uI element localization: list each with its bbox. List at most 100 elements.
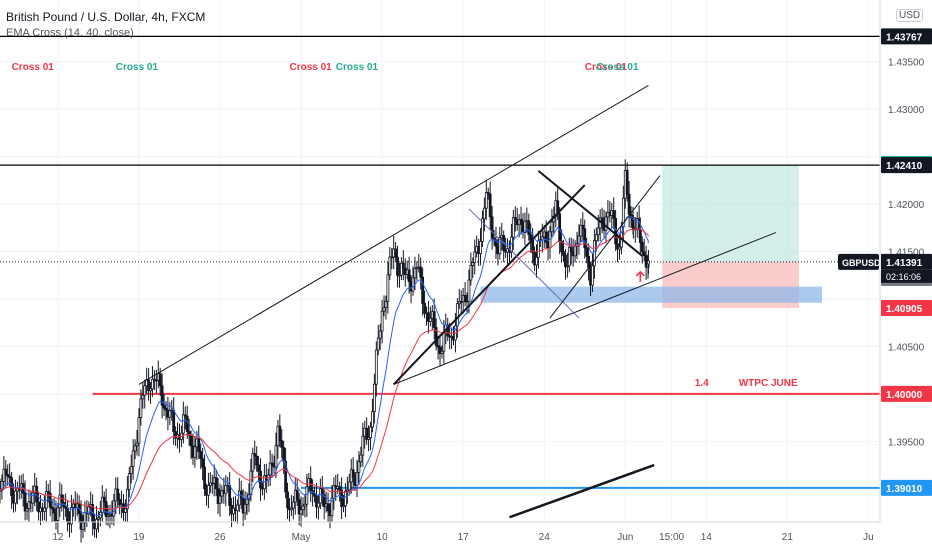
candle-body	[313, 493, 316, 497]
candle-body	[378, 330, 382, 339]
symbol-tag: GBPUSD	[842, 258, 881, 268]
candle-body	[361, 435, 365, 456]
price-label-box	[881, 385, 932, 402]
cross-label: Cross 01	[116, 62, 159, 73]
candle-body	[135, 442, 139, 447]
time-tick-label: May	[292, 532, 311, 543]
candle-body	[282, 446, 286, 462]
channel-lower-line	[393, 232, 776, 385]
candle-body	[147, 379, 150, 392]
candle-body	[320, 488, 324, 496]
price-tick-label: 1.39500	[888, 437, 925, 448]
candle-body	[162, 404, 166, 409]
candle-body	[4, 468, 8, 475]
candle-body	[544, 231, 548, 243]
candle-body	[591, 265, 594, 286]
time-tick-label: Ju	[863, 532, 874, 543]
candle-body	[371, 411, 374, 428]
candle-body	[438, 346, 442, 354]
candle-body	[64, 506, 68, 509]
candle-body	[527, 220, 531, 236]
candle-body	[125, 488, 129, 510]
countdown-box	[881, 269, 932, 283]
candle-body	[295, 489, 299, 501]
candle-body	[569, 246, 573, 253]
candle-body	[616, 243, 619, 250]
currency-badge[interactable]: USD	[896, 9, 924, 22]
candle-body	[369, 426, 372, 439]
candle-body	[124, 508, 127, 513]
price-label: 1.40000	[886, 390, 923, 401]
cross-label: Cross 01	[336, 62, 379, 73]
candle-body	[270, 462, 274, 466]
candle-body	[0, 489, 2, 492]
candle-body	[274, 445, 278, 468]
candle-body	[46, 491, 50, 494]
candle-body	[251, 453, 255, 472]
candle-body	[537, 240, 540, 258]
candle-body	[164, 407, 168, 411]
candle-body	[469, 265, 473, 281]
candle-body	[423, 303, 426, 314]
candle-body	[413, 268, 417, 279]
candle-body	[612, 210, 616, 219]
candle-body	[139, 398, 143, 418]
candle-body	[224, 485, 228, 494]
price-tick-label: 1.43500	[888, 58, 925, 69]
candle-body	[338, 486, 342, 491]
candle-body	[70, 507, 73, 525]
price-label-box	[881, 157, 932, 174]
candle-body	[550, 221, 554, 233]
candle-body	[35, 485, 39, 503]
trend-line-bottom	[509, 463, 655, 519]
price-axis[interactable]: 1.43500 1.43000 1.42000 1.41500 1.40500 1.395…	[838, 0, 932, 522]
candle-body	[486, 192, 490, 195]
channel-upper-line	[138, 84, 649, 385]
candle-body	[253, 453, 257, 457]
price-label: 1.43767	[886, 32, 923, 43]
candle-body	[143, 385, 147, 396]
candle-body	[355, 472, 359, 486]
candle-body	[347, 481, 351, 491]
candle-body	[471, 262, 475, 266]
price-label-box	[881, 479, 932, 496]
candle-body	[479, 241, 482, 254]
candle-body	[581, 224, 585, 230]
time-axis[interactable]: 12 19 26 May 10 17 24 Jun 15:00 14 21 Ju	[0, 521, 880, 543]
price-tick-label: 1.41500	[888, 248, 925, 259]
candle-body	[317, 502, 320, 508]
candle-body	[151, 378, 154, 390]
candle-body	[376, 337, 380, 351]
candle-body	[455, 303, 459, 327]
candle-body	[232, 507, 235, 515]
candle-body	[239, 490, 243, 499]
candle-body	[585, 247, 589, 257]
candle-body	[149, 388, 152, 392]
candle-body	[407, 269, 411, 283]
candle-body	[436, 345, 440, 348]
candle-body	[484, 192, 488, 209]
candle-body	[189, 434, 193, 447]
candle-body	[560, 240, 563, 253]
candle-body	[168, 410, 172, 418]
candle-body	[535, 256, 538, 266]
price-label: 1.42410	[886, 161, 923, 172]
candle-body	[235, 504, 239, 512]
candle-body	[400, 262, 403, 276]
price-label-box	[881, 253, 932, 270]
candle-body	[42, 507, 46, 512]
candle-body	[27, 501, 31, 509]
cross-label: Cross 01	[585, 62, 628, 73]
candle-body	[365, 427, 369, 440]
candle-body	[290, 507, 293, 511]
candle-body	[102, 496, 106, 503]
price-tick-label: 1.42000	[888, 200, 925, 211]
candle-body	[25, 508, 29, 512]
time-tick-label: Jun	[617, 532, 633, 543]
candle-body	[380, 310, 384, 332]
candle-body	[604, 216, 608, 231]
candle-body	[2, 468, 6, 482]
indicator-legend[interactable]: EMA Cross (14, 40, close)	[6, 27, 134, 39]
candle-body	[133, 445, 137, 452]
